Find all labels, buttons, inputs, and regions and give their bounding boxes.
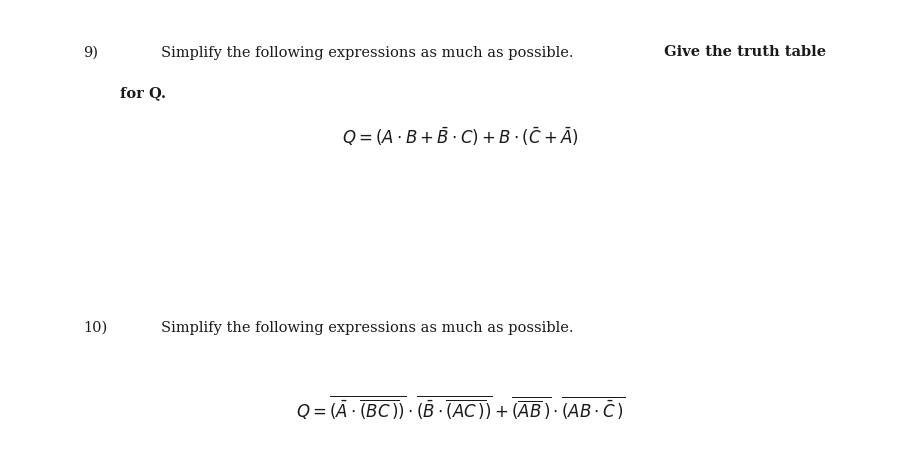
Text: $Q = (A \cdot B + \bar{B} \cdot C) + B \cdot (\bar{C} + \bar{A})$: $Q = (A \cdot B + \bar{B} \cdot C) + B \… <box>342 125 579 147</box>
Text: $Q = \overline{(\bar{A} \cdot \overline{(BC\,)})} \cdot \overline{(\bar{B} \cdot: $Q = \overline{(\bar{A} \cdot \overline{… <box>296 394 625 422</box>
Text: 9): 9) <box>83 46 98 60</box>
Text: for Q.: for Q. <box>120 86 166 101</box>
Text: Give the truth table: Give the truth table <box>659 46 825 60</box>
Text: Simplify the following expressions as much as possible.: Simplify the following expressions as mu… <box>161 46 574 60</box>
Text: Simplify the following expressions as much as possible.: Simplify the following expressions as mu… <box>161 321 574 335</box>
Text: 10): 10) <box>83 321 107 335</box>
